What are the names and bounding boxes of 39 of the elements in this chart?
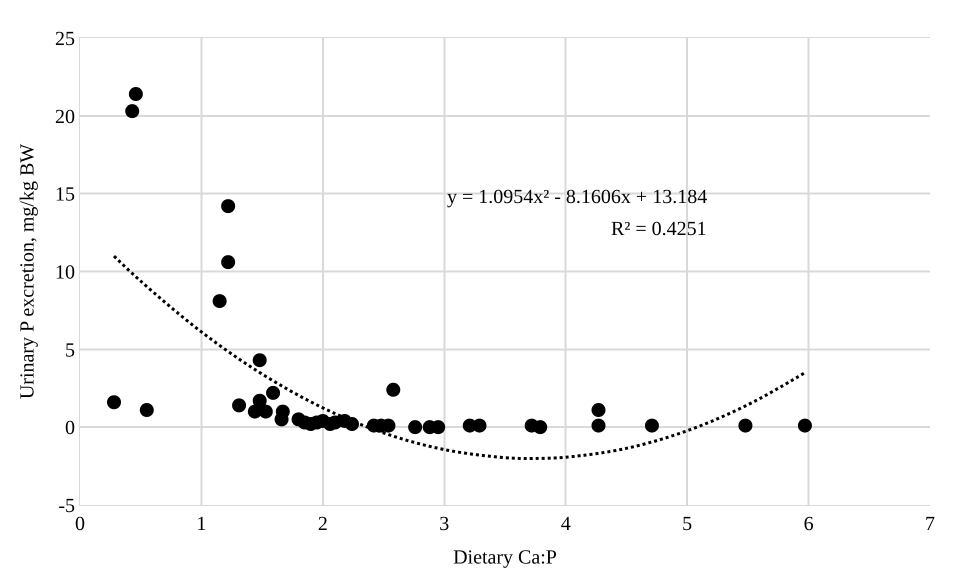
annotation: R² = 0.4251 <box>611 218 707 240</box>
x-tick-label: 3 <box>439 513 450 535</box>
x-tick-label: 1 <box>196 513 206 535</box>
point <box>738 418 752 433</box>
point <box>386 382 400 397</box>
y-axis-title: Urinary P excretion, mg/kg BW <box>16 144 38 400</box>
y-tick-label: 25 <box>55 28 75 50</box>
point <box>140 403 154 418</box>
point <box>258 404 273 419</box>
point <box>221 255 236 270</box>
x-tick-label: 6 <box>804 513 814 535</box>
point <box>644 418 659 433</box>
y-tick-label: 5 <box>65 339 75 362</box>
point <box>798 418 812 433</box>
x-tick-label: 7 <box>925 513 935 535</box>
point <box>408 420 422 434</box>
y-tick-label: 0 <box>65 417 75 440</box>
x-tick-label: 4 <box>560 513 571 535</box>
annotation: y = 1.0954x² - 8.1606x + 13.184 <box>447 186 708 208</box>
point <box>592 418 606 433</box>
point <box>128 87 143 102</box>
point <box>592 403 606 418</box>
point <box>212 294 227 308</box>
point <box>125 104 140 118</box>
point <box>252 353 267 368</box>
point <box>533 420 548 434</box>
y-tick-label: 15 <box>55 184 75 206</box>
x-tick-label: 2 <box>318 513 328 535</box>
y-tick-label: 10 <box>55 262 75 284</box>
point <box>472 418 486 433</box>
y-tick-label: -5 <box>58 495 75 517</box>
point <box>221 199 236 214</box>
point <box>232 398 246 412</box>
y-tick-label: 20 <box>55 106 75 128</box>
point <box>107 395 121 410</box>
point <box>266 386 280 400</box>
line-series <box>112 254 806 460</box>
x-axis-title: Dietary Ca:P <box>453 546 557 568</box>
x-tick-label: 5 <box>682 513 692 535</box>
